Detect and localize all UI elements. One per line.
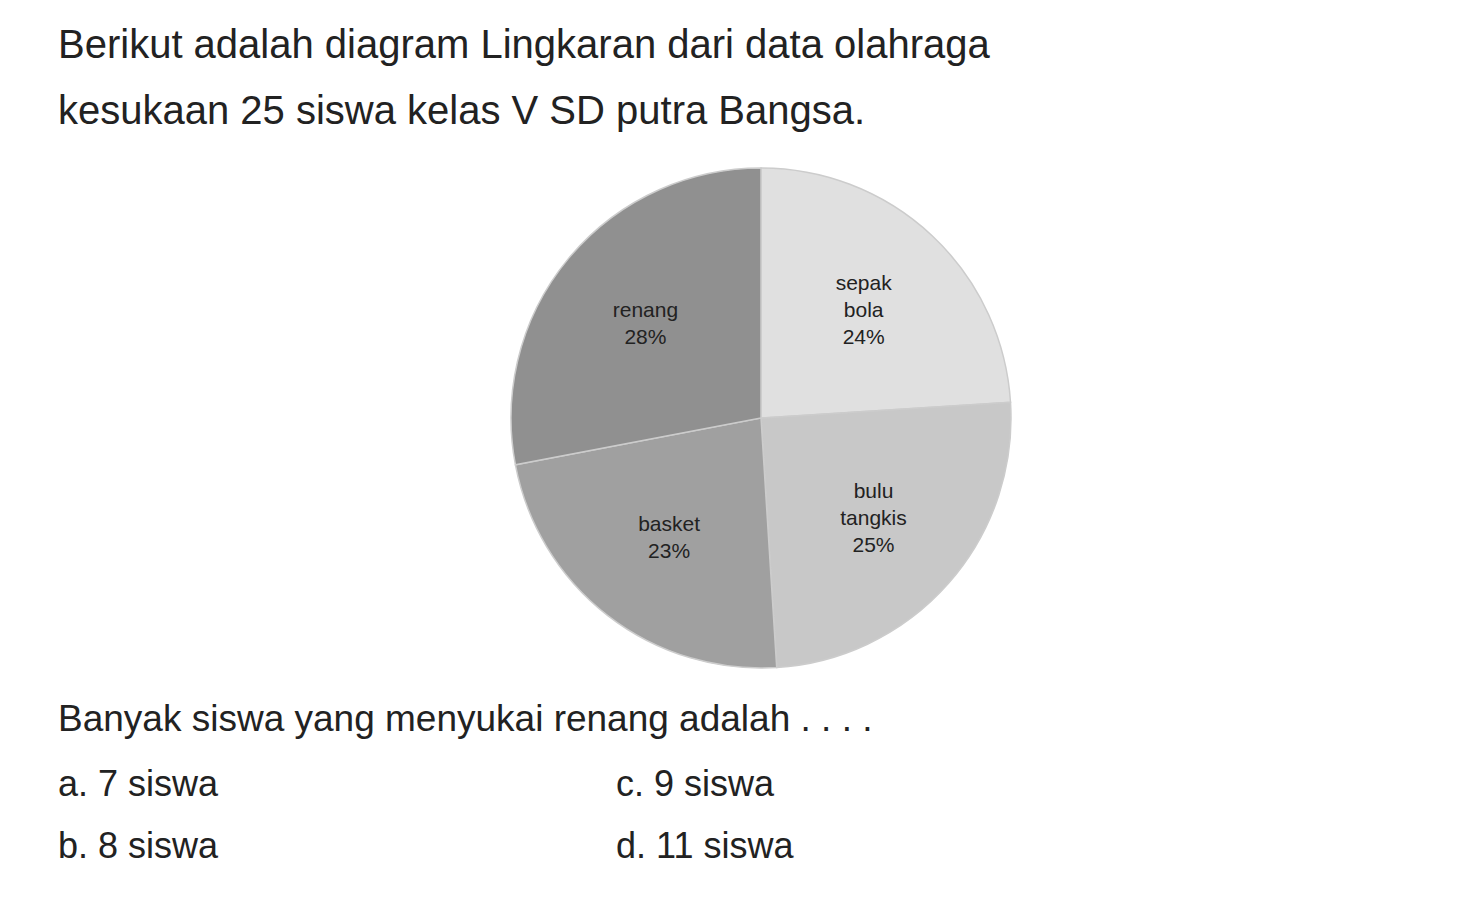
html-text:kesukaan 25 siswa kelas V SD p: kesukaan 25 siswa kelas V SD putra Bangs… — [58, 88, 866, 132]
html-text:Berikut adalah diagram Lingkar: Berikut adalah diagram Lingkaran dari da… — [58, 22, 990, 66]
svg-text:renang28%: renang28% — [613, 297, 678, 347]
html-text:c. 9 siswa: c. 9 siswa — [616, 763, 774, 804]
html-text:d. 11 siswa: d. 11 siswa — [616, 825, 794, 866]
html-text:b. 8 siswa: b. 8 siswa — [58, 825, 219, 866]
svg-text:sepakbola24%: sepakbola24% — [836, 270, 893, 347]
svg-text:basket23%: basket23% — [638, 512, 700, 562]
html-text:Banyak siswa yang menyukai ren: Banyak siswa yang menyukai renang adalah… — [58, 698, 873, 739]
html-text:a. 7 siswa: a. 7 siswa — [58, 763, 219, 804]
svg-text:bulutangkis25%: bulutangkis25% — [840, 479, 907, 556]
